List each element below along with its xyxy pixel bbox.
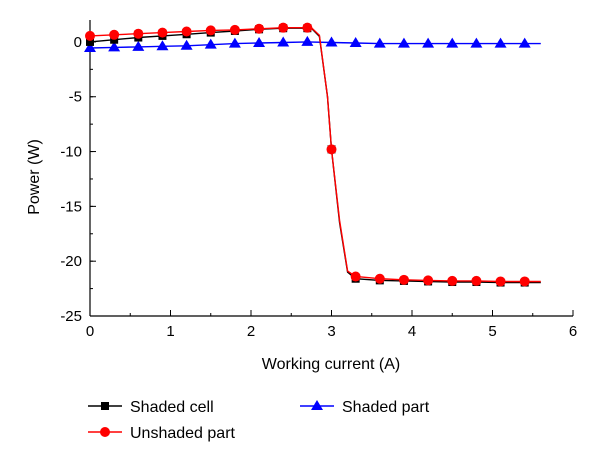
legend-marker: [311, 400, 323, 410]
x-tick-label-1: 1: [166, 323, 174, 340]
y-tick-label-0: 0: [74, 34, 82, 51]
x-tick-label-4: 4: [408, 323, 416, 340]
data-point: [302, 22, 313, 33]
data-point: [133, 28, 144, 39]
x-tick-label-2: 2: [247, 323, 255, 340]
data-point: [495, 276, 506, 287]
data-point: [350, 271, 361, 282]
data-point: [157, 27, 168, 38]
data-point: [254, 23, 265, 34]
data-point: [204, 38, 217, 49]
data-point: [325, 36, 338, 47]
data-point: [446, 37, 459, 48]
data-point: [374, 273, 385, 284]
data-point: [156, 40, 169, 51]
series-layer: [84, 22, 541, 287]
data-point: [84, 41, 96, 52]
series-shaded-cell: [86, 24, 541, 287]
x-tick-label-6: 6: [569, 323, 577, 340]
data-point: [180, 39, 193, 50]
data-point: [423, 275, 434, 286]
y-tick-label--25: -25: [60, 308, 82, 325]
data-point: [253, 37, 266, 48]
legend-item-shaded-part: Shaded part: [300, 399, 430, 416]
series-line: [89, 27, 541, 284]
data-point: [181, 26, 192, 37]
data-point: [471, 275, 482, 286]
series-line: [89, 27, 541, 283]
y-tick-label--10: -10: [60, 144, 82, 161]
legend-marker: [100, 427, 110, 437]
data-point: [86, 37, 94, 46]
legend-label: Shaded part: [342, 399, 430, 416]
legend: Shaded cell Unshaded part Shaded part: [88, 399, 430, 442]
data-point: [518, 37, 531, 48]
data-point: [301, 35, 314, 46]
data-point: [85, 30, 95, 41]
y-axis-title: Power (W): [26, 139, 43, 215]
legend-item-shaded-cell: Shaded cell: [88, 399, 214, 416]
data-point: [228, 37, 241, 48]
legend-label: Unshaded part: [130, 425, 236, 442]
legend-label: Shaded cell: [130, 399, 214, 416]
axes: 0 1 2 3 4 5 6 0 -5 -10 -15 -20 -25: [60, 20, 577, 340]
data-point: [109, 29, 120, 40]
data-point: [519, 276, 530, 287]
data-point: [132, 40, 145, 51]
data-point: [422, 37, 435, 48]
data-point: [326, 144, 337, 155]
series-line: [89, 41, 541, 49]
data-point: [470, 37, 483, 48]
data-point: [447, 275, 458, 286]
series-shaded-part: [84, 35, 541, 52]
data-point: [373, 37, 386, 48]
data-point: [397, 37, 410, 48]
data-point: [108, 41, 121, 52]
legend-item-unshaded-part: Unshaded part: [88, 425, 236, 442]
data-point: [229, 24, 240, 35]
data-point: [205, 25, 216, 36]
legend-marker: [101, 402, 109, 410]
series-unshaded-part: [85, 22, 541, 287]
x-tick-label-3: 3: [327, 323, 335, 340]
data-point: [349, 37, 362, 48]
y-tick-label--15: -15: [60, 198, 82, 215]
x-tick-label-5: 5: [488, 323, 496, 340]
data-point: [398, 274, 409, 285]
x-tick-label-0: 0: [86, 323, 94, 340]
x-axis-title: Working current (A): [262, 356, 400, 373]
data-point: [494, 37, 507, 48]
y-tick-label--20: -20: [60, 253, 82, 270]
y-tick-label--5: -5: [69, 89, 82, 106]
data-point: [278, 22, 289, 33]
data-point: [277, 36, 290, 47]
